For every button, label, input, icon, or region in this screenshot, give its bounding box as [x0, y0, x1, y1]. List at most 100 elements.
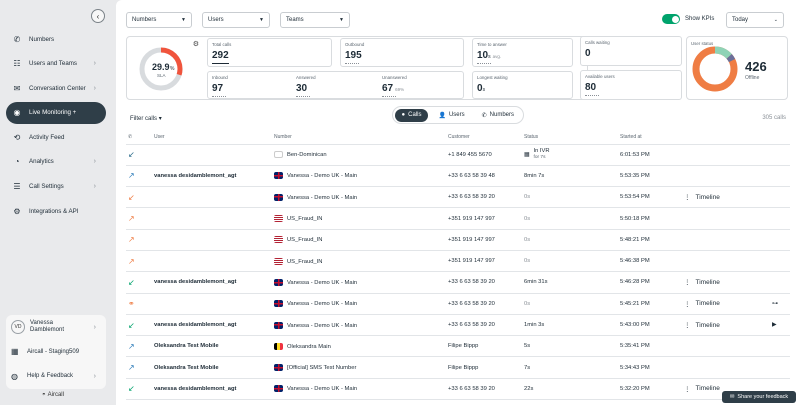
- table-row[interactable]: ↗ US_Fraud_IN +351 919 147 997 0s 5:46:38 PM: [126, 250, 790, 273]
- status-value: 0s: [524, 194, 531, 201]
- brand-name: Aircall: [47, 392, 64, 398]
- share-feedback-button[interactable]: ✉ Share your feedback: [722, 391, 796, 403]
- user-profile-item[interactable]: VD Vanessa Damblemont ›: [6, 315, 106, 340]
- timeline-label: Timeline: [695, 321, 720, 329]
- number-cell: Vanessa - Demo UK - Main: [272, 186, 446, 209]
- number-cell: Vanessa - Demo UK - Main: [272, 378, 446, 401]
- sidebar-item-live-monitoring[interactable]: ◉ Live Monitoring +: [6, 101, 106, 124]
- teams-filter[interactable]: Teams ▼: [280, 12, 350, 28]
- uk-flag-icon: [274, 278, 283, 286]
- timeline-button[interactable]: ⋮ Timeline: [684, 193, 770, 202]
- calls-table: ✆ User Number Customer Status Started at…: [126, 130, 790, 401]
- customer-cell: +33 6 63 58 39 48: [446, 165, 522, 188]
- timeline-button[interactable]: ⋮ Timeline: [684, 321, 770, 330]
- started-cell: 5:32:20 PM: [618, 378, 682, 401]
- table-row[interactable]: ⚭ Vanessa - Demo UK - Main +33 6 63 58 39 …: [126, 293, 790, 315]
- period-select[interactable]: Today ⌄: [726, 12, 784, 28]
- number-header: Number: [272, 130, 446, 145]
- play-icon[interactable]: ▶: [772, 322, 777, 329]
- user-cell: [152, 186, 272, 209]
- started-cell: 5:35:41 PM: [618, 335, 682, 358]
- sidebar-item-numbers[interactable]: ✆ Numbers: [6, 28, 106, 50]
- users-filter[interactable]: Users ▼: [202, 12, 270, 28]
- help-feedback-item[interactable]: ◍ Help & Feedback ›: [6, 364, 106, 389]
- table-row[interactable]: ↙ Vanessa - Demo UK - Main +33 6 63 58 39 …: [126, 186, 790, 209]
- vertical-dots-icon: ⋮: [684, 194, 691, 202]
- user-cell: [152, 229, 272, 251]
- started-header: Started at: [618, 130, 682, 145]
- outbound-kpi: Outbound 195: [340, 38, 464, 67]
- chevron-down-icon: ▼: [339, 17, 344, 23]
- customer-cell: Filipe Bippp: [446, 335, 522, 358]
- tab-calls[interactable]: ● Calls: [394, 108, 429, 122]
- table-row[interactable]: ↙ vanessa desidamblemont_agt Vanessa - Dem…: [126, 271, 790, 294]
- actions-cell: [770, 229, 790, 251]
- toggle-switch[interactable]: [662, 14, 680, 24]
- answered-underline: [296, 96, 310, 97]
- table-row[interactable]: ↗ US_Fraud_IN +351 919 147 997 0s 5:48:21 PM: [126, 229, 790, 251]
- user-status-count-label: Offline: [745, 75, 760, 81]
- status-value: 0s: [524, 300, 531, 307]
- user-header: User: [152, 130, 272, 145]
- help-icon: ◍: [11, 371, 18, 381]
- sidebar-item-activity-feed[interactable]: ⟲ Activity Feed: [6, 126, 106, 148]
- number-label: [Official] SMS Test Number: [287, 365, 357, 372]
- user-name-first: Vanessa: [30, 320, 53, 327]
- user-cell: vanessa desidamblemont_agt: [152, 271, 272, 294]
- timeline-cell: [682, 144, 770, 166]
- sidebar-item-conversation-center[interactable]: ✉ Conversation Center ›: [6, 77, 106, 99]
- timeline-label: Timeline: [695, 278, 720, 286]
- avatar: VD: [11, 320, 25, 335]
- number-label: Vanessa - Demo UK - Main: [287, 279, 358, 286]
- chevron-right-icon: ›: [93, 60, 96, 68]
- timeline-button[interactable]: ⋮ Timeline: [684, 385, 770, 393]
- table-row[interactable]: ↗ vanessa desidamblemont_agt Vanessa - Dem…: [126, 165, 790, 188]
- collapse-sidebar-button[interactable]: ‹: [91, 9, 105, 23]
- sidebar-item-integrations-api[interactable]: ⚙ Integrations & API: [6, 200, 106, 222]
- number-cell: US_Fraud_IN: [272, 207, 446, 230]
- table-row[interactable]: ↗ Oleksandra Test Mobile [Official] SMS Te…: [126, 356, 790, 379]
- calls-toolbar: Filter calls ▾ ● Calls 👤 Users ✆ Numbers 30…: [116, 106, 800, 126]
- main-panel: Numbers ▼ Users ▼ Teams ▼ Show KPIs Today ⌄ …: [116, 0, 800, 405]
- chevron-right-icon: ›: [93, 183, 96, 191]
- direction-cell: ↗: [126, 335, 152, 358]
- show-kpis-toggle[interactable]: Show KPIs: [662, 14, 714, 24]
- timeline-button[interactable]: ⋮ Timeline: [684, 278, 770, 287]
- table-row[interactable]: ↙ vanessa desidamblemont_agt Vanessa - Dem…: [126, 378, 790, 401]
- workspace-item[interactable]: ▦ Aircall - Staging509: [6, 340, 106, 365]
- sidebar-item-analytics[interactable]: ◔ Analytics ›: [6, 151, 106, 173]
- phone-icon: ✆: [128, 133, 133, 140]
- us-flag-icon: [274, 236, 283, 244]
- sla-value: 29.9: [152, 62, 170, 72]
- tab-numbers[interactable]: ✆ Numbers: [475, 109, 521, 122]
- sidebar-item-users-and-teams[interactable]: ☷ Users and Teams ›: [6, 53, 106, 75]
- gear-icon[interactable]: ⚙: [192, 41, 199, 48]
- link-icon[interactable]: ⊶: [772, 300, 778, 307]
- table-row[interactable]: ↙ vanessa desidamblemont_agt Vanessa - Dem…: [126, 314, 790, 337]
- outbound-value: 195: [345, 50, 362, 61]
- tab-users[interactable]: 👤 Users: [431, 109, 471, 122]
- user-name-last: Damblemont: [30, 327, 65, 334]
- filter-bar: Numbers ▼ Users ▼ Teams ▼: [126, 12, 350, 28]
- users-filter-label: Users: [208, 17, 224, 23]
- table-header: ✆ User Number Customer Status Started at: [126, 130, 790, 145]
- time-to-answer-sub: avg.: [492, 54, 502, 59]
- uk-flag-icon: [274, 300, 283, 308]
- user-status-panel: User status 426 Offline: [686, 36, 788, 100]
- status-value: 1min 3s: [524, 322, 545, 329]
- timeline-cell: [682, 250, 770, 273]
- table-row[interactable]: ↗ US_Fraud_IN +351 919 147 997 0s 5:50:18 PM: [126, 207, 790, 230]
- period-label: Today: [732, 17, 749, 23]
- table-row[interactable]: ↗ Oleksandra Test Mobile Oleksandra Main Fi…: [126, 335, 790, 358]
- sidebar-item-call-settings[interactable]: ☰ Call Settings ›: [6, 176, 106, 198]
- total-calls-value: 292: [212, 50, 229, 61]
- timeline-cell: [682, 207, 770, 230]
- filter-calls-button[interactable]: Filter calls ▾: [130, 115, 162, 122]
- direction-cell: ↗: [126, 356, 152, 379]
- started-cell: 5:53:35 PM: [618, 165, 682, 188]
- timeline-button[interactable]: ⋮ Timeline: [684, 300, 770, 308]
- sidebar-item-label: Live Monitoring +: [29, 109, 77, 117]
- numbers-filter[interactable]: Numbers ▼: [126, 12, 192, 28]
- table-row[interactable]: ↙ Ben-Dominican +1 849 455 5670 ▦ In IVR for …: [126, 144, 790, 166]
- direction-cell: ↙: [126, 144, 152, 166]
